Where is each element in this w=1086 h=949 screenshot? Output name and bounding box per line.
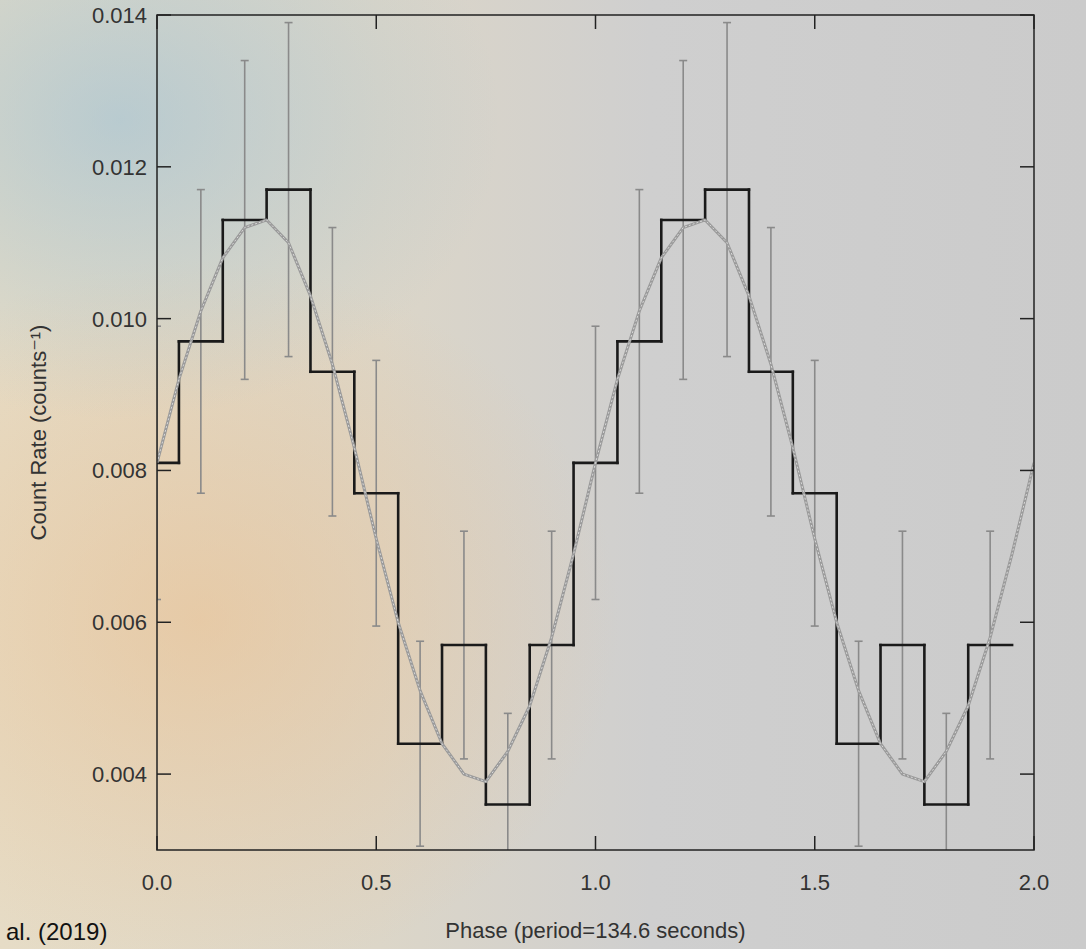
step-riser xyxy=(528,645,531,804)
x-tick xyxy=(1033,836,1035,850)
step-bin xyxy=(267,188,311,191)
step-bin xyxy=(968,644,1012,647)
y-tick xyxy=(157,14,171,16)
y-tick xyxy=(157,773,171,775)
y-tick xyxy=(157,166,171,168)
step-bin xyxy=(924,803,968,806)
step-bin xyxy=(179,340,223,343)
step-riser xyxy=(748,190,751,372)
plot-frame xyxy=(157,15,1034,850)
step-riser xyxy=(309,190,312,372)
step-bin xyxy=(617,340,661,343)
y-tick xyxy=(157,622,171,624)
y-tick-right xyxy=(1020,318,1034,320)
step-riser xyxy=(178,341,181,462)
y-tick-label: 0.004 xyxy=(92,762,147,787)
x-tick-label: 0.0 xyxy=(142,870,173,895)
step-bin xyxy=(310,370,354,373)
step-riser xyxy=(265,190,268,220)
step-riser xyxy=(967,645,970,804)
step-bin xyxy=(157,462,179,465)
x-tick-label: 1.0 xyxy=(580,870,611,895)
x-tick-top xyxy=(814,15,816,29)
step-riser xyxy=(353,372,356,493)
step-bin xyxy=(837,742,881,745)
error-bar xyxy=(504,713,512,850)
y-tick-right xyxy=(1020,166,1034,168)
step-bin xyxy=(442,644,486,647)
x-tick-top xyxy=(595,15,597,29)
y-tick-label: 0.010 xyxy=(92,307,147,332)
step-bin xyxy=(881,644,925,647)
fit-curve xyxy=(157,220,1034,782)
step-bin xyxy=(793,492,837,495)
y-tick-label: 0.008 xyxy=(92,458,147,483)
citation: al. (2019) xyxy=(6,918,107,945)
step-riser xyxy=(879,645,882,744)
y-tick-label: 0.012 xyxy=(92,155,147,180)
step-riser xyxy=(792,372,795,493)
y-axis-title: Count Rate (counts⁻¹) xyxy=(26,325,51,541)
step-riser xyxy=(221,220,224,341)
step-riser xyxy=(660,220,663,341)
step-riser xyxy=(616,341,619,462)
y-tick-right xyxy=(1020,622,1034,624)
y-tick-label: 0.006 xyxy=(92,610,147,635)
step-bin xyxy=(530,644,574,647)
x-tick-top xyxy=(1033,15,1035,29)
x-tick-label: 1.5 xyxy=(799,870,830,895)
y-tick-label: 0.014 xyxy=(92,3,147,28)
step-riser xyxy=(704,190,707,220)
x-tick xyxy=(156,836,158,850)
y-tick xyxy=(157,470,171,472)
x-axis-title: Phase (period=134.6 seconds) xyxy=(445,918,745,943)
step-bin xyxy=(749,370,793,373)
x-tick-top xyxy=(156,15,158,29)
y-tick-right xyxy=(1020,470,1034,472)
step-bin xyxy=(354,492,398,495)
y-tick-right xyxy=(1020,14,1034,16)
step-bin xyxy=(398,742,442,745)
x-tick xyxy=(814,836,816,850)
plot-area xyxy=(157,23,1034,850)
step-bin xyxy=(486,803,530,806)
step-riser xyxy=(441,645,444,744)
x-tick-label: 2.0 xyxy=(1019,870,1050,895)
x-tick xyxy=(376,836,378,850)
x-tick-top xyxy=(376,15,378,29)
x-tick-label: 0.5 xyxy=(361,870,392,895)
x-tick xyxy=(595,836,597,850)
error-bar xyxy=(942,713,950,850)
step-bin xyxy=(705,188,749,191)
chart: 0.0 0.5 1.0 1.5 2.0 0.004 0.006 0.008 0.010 0.012… xyxy=(0,0,1086,949)
fit-curve-highlight xyxy=(157,220,1034,782)
y-tick-right xyxy=(1020,773,1034,775)
y-tick xyxy=(157,318,171,320)
